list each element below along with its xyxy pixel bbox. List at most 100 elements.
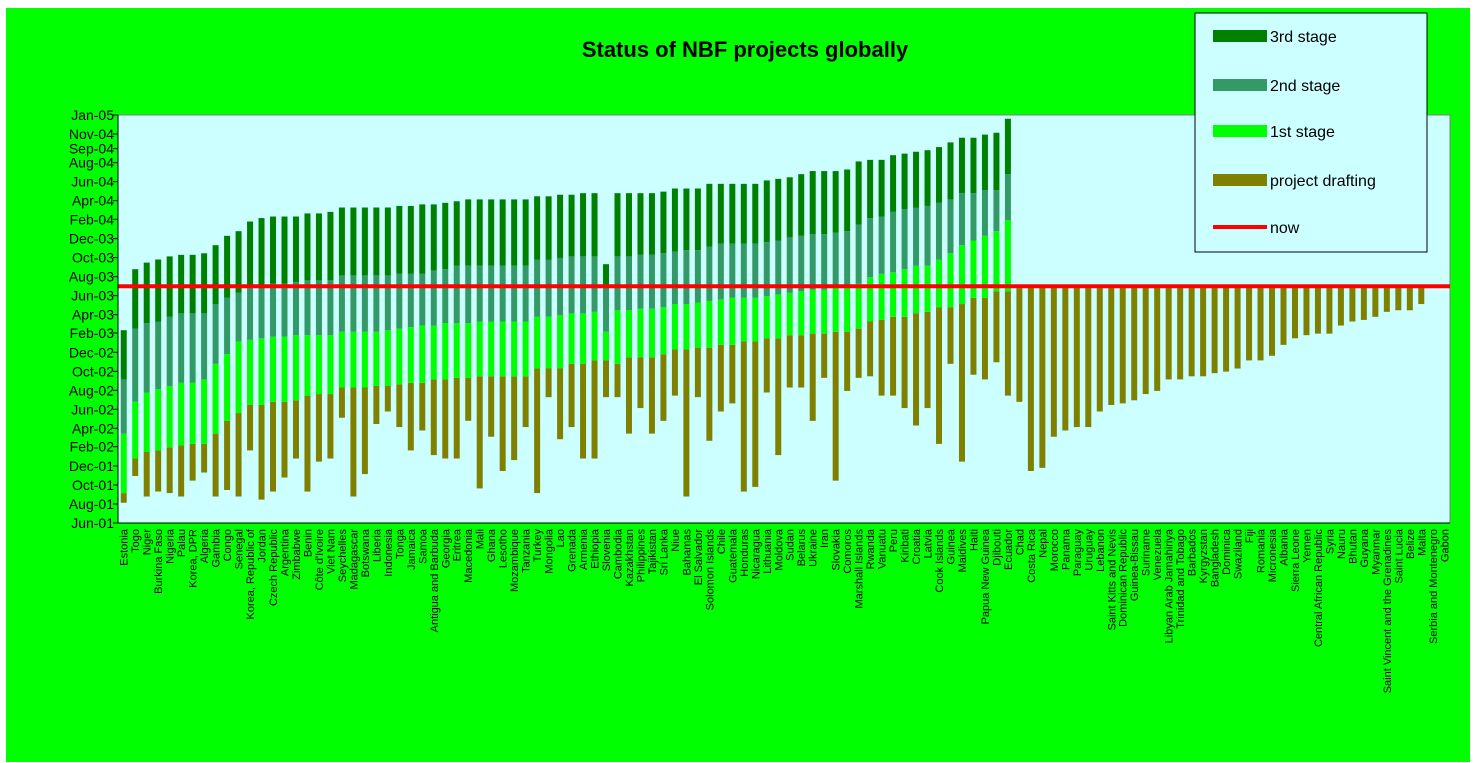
bar-drafting: [717, 344, 724, 412]
bar-stage3: [361, 207, 368, 276]
bar-stage3: [913, 151, 920, 208]
bar-stage2: [591, 256, 598, 312]
x-tick-label: Burkina Faso: [153, 529, 165, 594]
bar-stage3: [625, 193, 632, 257]
x-tick-label: Comoros: [842, 529, 854, 574]
y-tick-label: Feb-02: [70, 439, 115, 455]
bar-stage3: [924, 150, 931, 206]
bar-stage2: [361, 275, 368, 332]
legend-label-stage2: 2nd stage: [1270, 78, 1340, 95]
legend-label-stage1: 1st stage: [1270, 124, 1335, 141]
x-tick-label: Cook Islands: [934, 529, 946, 593]
x-tick-label: Costa Rica: [1026, 528, 1038, 583]
bar-stage3: [315, 213, 322, 281]
bar-stage1: [396, 328, 403, 385]
bar-stage1: [901, 269, 908, 317]
bar-stage1: [292, 335, 299, 401]
bar-stage2: [683, 250, 690, 305]
x-tick-label: Liberia: [371, 528, 383, 562]
bar-drafting: [1337, 285, 1344, 326]
bar-drafting: [292, 400, 299, 459]
bar-stage3: [683, 188, 690, 251]
x-tick-label: Honduras: [739, 529, 751, 577]
x-tick-label: Jordan: [257, 529, 269, 563]
bar-stage2: [453, 265, 460, 324]
bar-stage2: [913, 207, 920, 266]
legend-label-stage3: 3rd stage: [1270, 29, 1337, 46]
bar-stage1: [936, 259, 943, 308]
x-tick-label: Ecuador: [1003, 529, 1015, 570]
bar-stage1: [224, 354, 231, 421]
x-tick-label: Ukraine: [808, 529, 820, 567]
x-tick-label: Syria: [1324, 528, 1336, 554]
bar-stage1: [120, 433, 127, 494]
x-tick-label: Grenada: [567, 528, 579, 572]
bar-stage2: [304, 280, 311, 336]
bar-stage3: [821, 171, 828, 235]
bar-stage1: [981, 235, 988, 298]
x-tick-label: Libyan Arab Jamahiriya: [1164, 528, 1176, 643]
x-tick-label: Belarus: [796, 529, 808, 567]
bar-drafting: [1154, 285, 1161, 391]
bar-drafting: [568, 363, 575, 428]
legend-label-drafting: project drafting: [1270, 173, 1376, 190]
x-tick-label: Tajikistan: [647, 529, 659, 574]
bar-stage2: [947, 199, 954, 254]
bar-stage2: [430, 270, 437, 326]
bar-drafting: [648, 357, 655, 434]
bar-stage1: [258, 338, 265, 405]
bar-drafting: [488, 376, 495, 437]
bar-stage2: [958, 193, 965, 246]
y-tick-label: Apr-03: [72, 307, 114, 323]
x-axis-labels: Estonia Togo Niger Burkina Faso Nigeria Palau…: [119, 528, 1452, 693]
bar-drafting: [798, 335, 805, 388]
bar-drafting: [120, 493, 127, 503]
bar-stage2: [132, 328, 139, 402]
bar-stage1: [1004, 219, 1011, 292]
bar-drafting: [1073, 285, 1080, 428]
bar-stage1: [706, 300, 713, 348]
bar-drafting: [913, 313, 920, 426]
bar-stage1: [717, 299, 724, 345]
bar-drafting: [315, 394, 322, 462]
bar-stage3: [752, 183, 759, 244]
bar-drafting: [1291, 285, 1298, 339]
bar-stage3: [350, 207, 357, 276]
y-tick-label: Dec-03: [69, 231, 114, 247]
bar-stage3: [717, 183, 724, 244]
bar-stage2: [315, 280, 322, 336]
legend-swatch-stage3: [1213, 30, 1267, 42]
legend: 3rd stage 2nd stage 1st stage project draft…: [1194, 12, 1428, 253]
bar-stage2: [292, 281, 299, 336]
bar-drafting: [683, 349, 690, 497]
bar-stage3: [855, 161, 862, 225]
x-tick-label: Paraguay: [1072, 529, 1084, 577]
y-tick-label: Sep-04: [69, 141, 114, 157]
bar-drafting: [591, 360, 598, 459]
x-tick-label: Myanmar: [1370, 529, 1382, 575]
bar-drafting: [1177, 285, 1184, 380]
bar-drafting: [775, 338, 782, 456]
bar-stage2: [499, 265, 506, 322]
bar-stage3: [671, 188, 678, 252]
bar-stage3: [430, 204, 437, 271]
bar-stage1: [327, 335, 334, 395]
bar-drafting: [1223, 285, 1230, 372]
x-tick-label: Tanzania: [521, 528, 533, 573]
x-tick-label: Vanuatu: [877, 529, 889, 569]
bar-drafting: [1418, 285, 1425, 305]
bar-stage2: [740, 243, 747, 298]
bar-stage2: [878, 216, 885, 274]
bar-drafting: [396, 384, 403, 428]
bar-stage1: [522, 321, 529, 377]
x-tick-label: Palau: [176, 529, 188, 557]
x-tick-label: El Salvador: [693, 529, 705, 586]
x-tick-label: Mongolia: [544, 528, 556, 574]
bar-stage2: [488, 265, 495, 322]
bar-drafting: [178, 445, 185, 497]
chart-title: Status of NBF projects globally: [582, 37, 909, 62]
x-tick-label: Gabon: [1439, 529, 1451, 562]
bar-stage1: [315, 335, 322, 395]
bar-drafting: [809, 333, 816, 421]
bar-stage1: [178, 382, 185, 446]
